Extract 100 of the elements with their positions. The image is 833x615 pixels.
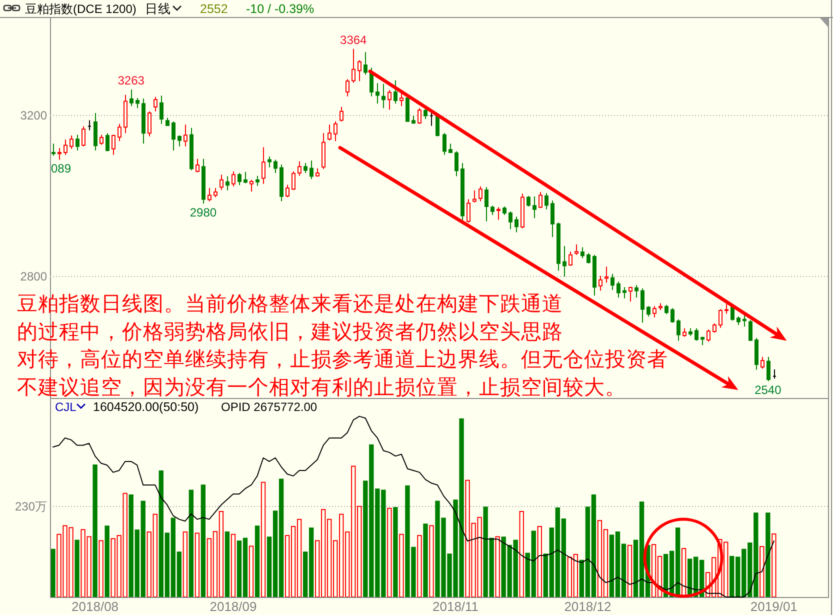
candlestick [376, 82, 380, 104]
candlestick [466, 198, 470, 224]
annotation: 的过程中，价格弱势格局依旧，建议投资者仍然以空头思路 [17, 320, 563, 344]
candlestick [418, 108, 422, 124]
candlestick [502, 206, 506, 216]
candlestick [640, 288, 644, 324]
candlestick [202, 158, 206, 204]
candlestick [508, 210, 512, 230]
y-tick-label: 2800 [20, 270, 48, 284]
candlestick [400, 93, 404, 107]
candlestick [316, 168, 320, 178]
candlestick [664, 304, 668, 315]
candlestick [64, 139, 68, 156]
candlestick [298, 160, 302, 176]
candlestick [292, 170, 296, 190]
annotation: 不建议追空，因为没有一个相对有利的止损位置，止损空间较大。 [17, 376, 626, 399]
candlestick [250, 179, 254, 192]
candlestick [166, 117, 170, 126]
candlestick [70, 135, 74, 150]
annotation: 豆粕指数日线图。当前价格整体来看还是处在构建下跌通道 [17, 292, 563, 316]
candlestick [460, 162, 464, 222]
candlestick [424, 108, 428, 120]
candlestick [208, 187, 212, 202]
candlestick [490, 205, 494, 216]
candlestick [244, 171, 248, 184]
candlestick [634, 284, 638, 298]
bar [104, 526, 110, 598]
candlestick [226, 176, 230, 191]
candlestick [760, 356, 764, 370]
bar [399, 534, 404, 598]
candlestick [586, 252, 590, 264]
candlestick [766, 356, 770, 382]
bar [50, 548, 56, 598]
candlestick [352, 48, 356, 84]
bar [188, 490, 194, 598]
candlestick [286, 184, 290, 198]
bar [766, 512, 770, 598]
candlestick [694, 328, 698, 342]
candlestick [676, 318, 680, 342]
annotation: 2980 [190, 206, 217, 220]
candlestick [412, 115, 416, 124]
candlestick [592, 254, 596, 296]
candlestick [712, 322, 716, 334]
x-tick-label: 2018/11 [432, 599, 479, 614]
candlestick [382, 83, 386, 109]
annotation: 对待，高位的空单继续持有，止损参考通道上边界线。但无仓位投资者 [17, 348, 668, 372]
candlestick [478, 186, 482, 202]
candlestick [574, 244, 578, 256]
candlestick [496, 206, 500, 220]
candlestick [706, 328, 710, 342]
candlestick [394, 80, 398, 104]
candlestick [742, 314, 746, 328]
candlestick [514, 216, 518, 233]
candlestick [214, 187, 218, 198]
candlestick [88, 120, 92, 131]
candlestick [136, 98, 140, 109]
annotation: 2540 [754, 383, 782, 398]
candlestick [130, 89, 134, 107]
bar [230, 534, 236, 598]
bar [393, 507, 398, 598]
candlestick [772, 368, 776, 380]
candlestick [100, 134, 104, 146]
candlestick [682, 328, 686, 338]
candlestick [526, 196, 530, 207]
candlestick [442, 132, 446, 156]
y-tick-label: 230万 [14, 500, 47, 514]
chart-subtitle: 1604520.00(50:50) [93, 400, 199, 414]
candlestick [652, 306, 656, 318]
candlestick [658, 302, 662, 311]
candlestick [604, 266, 608, 284]
candlestick [568, 251, 572, 266]
candlestick [550, 200, 554, 238]
chart-title: OPID 2675772.00 [221, 400, 318, 414]
candlestick [196, 158, 200, 173]
candlestick [154, 96, 158, 112]
candlestick [748, 320, 752, 342]
candlestick [106, 132, 110, 152]
x-tick-label: 2019/01 [750, 599, 798, 614]
candlestick [232, 170, 236, 187]
candlestick [544, 192, 548, 210]
candlestick [628, 286, 632, 302]
candlestick [358, 60, 362, 82]
candlestick [406, 96, 410, 122]
candlestick [622, 286, 626, 299]
candlestick [172, 120, 176, 151]
bar [760, 546, 764, 598]
candlestick [160, 95, 164, 124]
candlestick [190, 127, 194, 171]
bar [387, 508, 392, 598]
annotation: 089 [51, 162, 72, 176]
candlestick [280, 164, 284, 202]
candlestick [556, 222, 560, 272]
bar [182, 531, 188, 598]
annotation: 3364 [340, 32, 368, 47]
bar [537, 526, 542, 598]
bar [772, 533, 776, 598]
candlestick [76, 134, 80, 151]
candlestick [112, 134, 116, 156]
candlestick [520, 193, 524, 229]
candlestick [142, 98, 146, 144]
